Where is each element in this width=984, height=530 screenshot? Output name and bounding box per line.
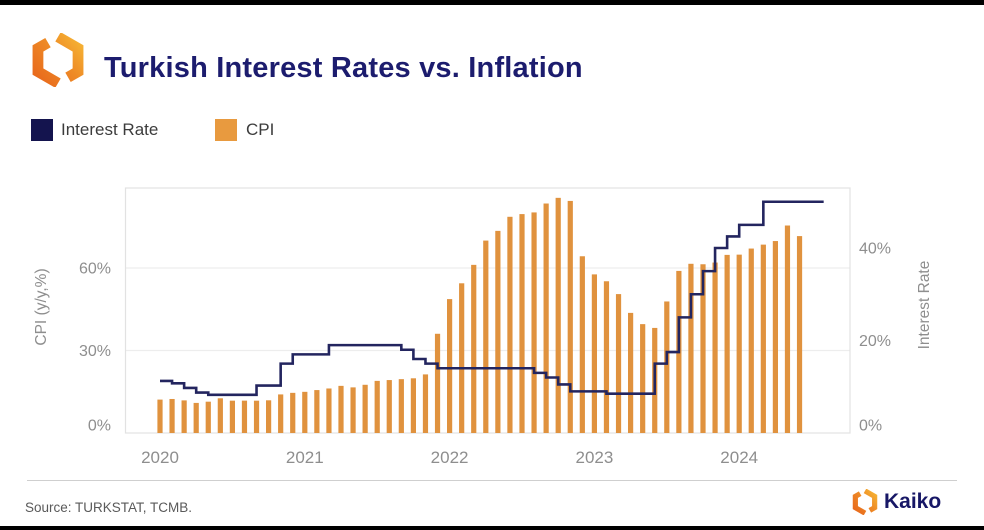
- cpi-legend-label: CPI: [246, 120, 275, 139]
- cpi-bar: [591, 274, 598, 433]
- cpi-bar: [700, 264, 706, 433]
- cpi-bar: [519, 214, 525, 433]
- cpi-bar: [326, 388, 332, 433]
- interest-rate-line: [160, 200, 824, 397]
- cpi-bar: [350, 387, 356, 433]
- cpi-bar: [603, 281, 610, 433]
- bottom-black-strip: [0, 526, 984, 530]
- source-note: Source: TURKSTAT, TCMB.: [25, 500, 193, 515]
- right-axis-title: Interest Rate: [916, 261, 933, 350]
- x-axis-tick: 2022: [431, 448, 469, 467]
- cpi-bar: [229, 400, 236, 433]
- x-axis-tick: 2023: [575, 448, 613, 467]
- cpi-bar: [459, 283, 465, 433]
- cpi-bar: [241, 400, 248, 433]
- page-title: Turkish Interest Rates vs. Inflation: [104, 52, 583, 84]
- cpi-bar: [495, 230, 501, 433]
- right-axis-tick: 0%: [859, 418, 882, 435]
- brand-name: Kaiko: [884, 490, 942, 513]
- cpi-bar: [531, 212, 537, 433]
- cpi-legend-swatch: [215, 119, 237, 141]
- cpi-bar: [615, 294, 622, 433]
- cpi-bar: [422, 374, 429, 433]
- cpi-bar: [555, 197, 561, 433]
- cpi-bar: [302, 391, 308, 433]
- cpi-bar: [266, 400, 272, 433]
- cpi-bar: [447, 299, 453, 433]
- cpi-bar: [169, 398, 175, 433]
- cpi-bar: [712, 262, 718, 433]
- kaiko-logo-icon-small: [852, 489, 878, 515]
- top-black-strip: [0, 0, 984, 5]
- cpi-bar: [760, 244, 766, 433]
- right-axis-tick: 40%: [859, 241, 891, 258]
- cpi-bar: [724, 254, 730, 433]
- cpi-bar: [736, 254, 742, 433]
- cpi-bar: [290, 392, 296, 433]
- cpi-bar: [338, 385, 344, 433]
- footer-divider: [27, 480, 957, 481]
- cpi-bar: [314, 390, 320, 433]
- left-axis-tick: 60%: [79, 261, 111, 278]
- interest-rate-legend-label: Interest Rate: [61, 120, 159, 139]
- right-axis-tick: 20%: [859, 333, 891, 350]
- cpi-bar: [157, 399, 163, 433]
- cpi-bar: [181, 400, 187, 433]
- cpi-bar: [796, 236, 803, 433]
- cpi-bar: [543, 203, 549, 433]
- cpi-bar: [688, 263, 694, 433]
- cpi-bar: [362, 384, 368, 433]
- cpi-bar: [398, 379, 404, 433]
- cpi-bar: [278, 394, 284, 433]
- cpi-bar: [471, 264, 477, 433]
- cpi-bar: [374, 380, 380, 433]
- cpi-bar: [567, 200, 573, 433]
- cpi-bar: [386, 380, 392, 433]
- cpi-bar: [664, 301, 670, 433]
- cpi-bar: [640, 324, 646, 433]
- cpi-bar: [217, 398, 223, 433]
- x-axis-tick: 2024: [720, 448, 758, 467]
- left-axis-tick: 30%: [79, 343, 111, 360]
- cpi-bar: [483, 240, 489, 433]
- cpi-bar: [579, 256, 585, 433]
- cpi-bar: [628, 312, 634, 433]
- x-axis-tick: 2020: [141, 448, 179, 467]
- cpi-bar: [772, 241, 779, 433]
- left-axis-title: CPI (y/y,%): [33, 268, 50, 345]
- left-axis-tick: 0%: [88, 418, 111, 435]
- cpi-bar: [434, 333, 441, 433]
- cpi-bar: [748, 248, 754, 433]
- cpi-bar: [253, 400, 260, 433]
- cpi-bar: [410, 378, 417, 433]
- x-axis-tick: 2021: [286, 448, 324, 467]
- cpi-bar: [193, 402, 199, 433]
- cpi-bar: [784, 225, 791, 433]
- cpi-bar: [205, 401, 211, 433]
- cpi-bar: [507, 216, 513, 433]
- interest-rate-legend-swatch: [31, 119, 53, 141]
